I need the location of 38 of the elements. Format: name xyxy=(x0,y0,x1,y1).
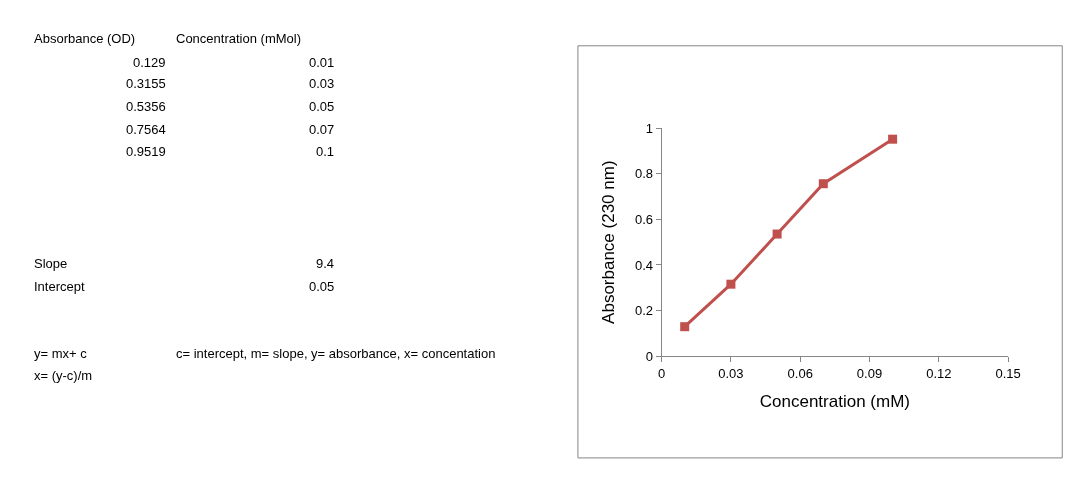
x-tick-label: 0.09 xyxy=(856,365,883,381)
x-tick-label: 0.12 xyxy=(926,365,952,381)
text: 0.05 xyxy=(309,279,335,294)
y-axis-title: Absorbance (230 nm) xyxy=(599,160,619,324)
text: 0.1 xyxy=(316,144,335,159)
text: 0.07 xyxy=(309,122,335,137)
text: Intercept xyxy=(34,279,85,294)
text: x= (y-c)/m xyxy=(34,368,93,383)
x-tick-label: 0.15 xyxy=(995,365,1021,381)
text: 0.9519 xyxy=(126,144,166,159)
text: 0.01 xyxy=(309,55,335,70)
y-tick-label: 1 xyxy=(645,120,653,136)
text: Slope xyxy=(34,256,68,271)
text: c= intercept, m= slope, y= absorbance, x= concentation xyxy=(176,346,496,361)
point xyxy=(888,134,898,144)
x-tick-label: 0.06 xyxy=(787,365,813,381)
text: 0.03 xyxy=(309,76,335,91)
text: y= mx+ c xyxy=(34,346,88,361)
x-tick-label: 0.03 xyxy=(718,365,744,381)
point xyxy=(726,279,736,289)
y-tick-label: 0.4 xyxy=(634,257,653,273)
x-axis-title: Concentration (mM) xyxy=(759,392,910,412)
y-tick-label: 0.2 xyxy=(634,303,653,319)
x-tick-label: 0 xyxy=(657,365,666,381)
point xyxy=(772,229,782,239)
text: 0.05 xyxy=(309,99,335,114)
y-tick-label: 0.6 xyxy=(634,211,653,227)
text: 0.7564 xyxy=(126,122,166,137)
y-tick-label: 0 xyxy=(645,348,653,364)
text: Concentration (mMol) xyxy=(176,31,301,46)
y-tick-label: 0.8 xyxy=(634,166,653,182)
text: Absorbance (OD) xyxy=(34,31,136,46)
text: 9.4 xyxy=(316,256,335,271)
text: 0.3155 xyxy=(126,76,166,91)
point xyxy=(680,322,690,332)
point xyxy=(818,179,828,189)
text: 0.129 xyxy=(133,55,166,70)
text: 0.5356 xyxy=(126,99,166,114)
